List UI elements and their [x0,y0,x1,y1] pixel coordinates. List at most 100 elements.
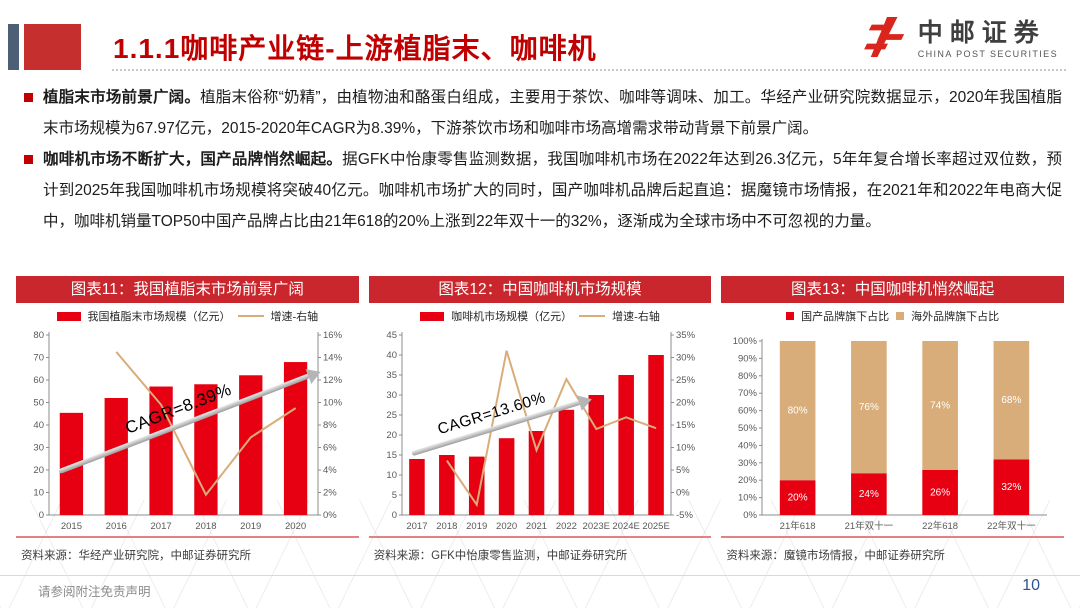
category-label: 2015 [61,521,82,532]
axis-tick-label: 0% [676,488,690,499]
axis-tick-label: 40 [386,350,397,361]
bullet-text: 据GFK中怡康零售监测数据，我国咖啡机市场在2022年达到26.3亿元，5年年复… [43,151,1062,230]
axis-tick-label: 90% [738,353,758,364]
axis-tick-label: 80% [738,371,758,382]
axis-tick-label: 0 [392,510,397,521]
axis-tick-label: 20% [676,398,696,409]
chart-13-legend: 国产品牌旗下占比 海外品牌旗下占比 [721,303,1064,329]
footer-divider [0,575,1080,576]
axis-tick-label: 0 [39,510,44,521]
category-label: 21年618 [779,520,815,532]
axis-tick-label: 10 [34,488,45,499]
category-label: 2020 [496,521,517,532]
category-label: 21年双十一 [844,520,893,532]
category-label: 2021 [526,521,547,532]
axis-tick-label: 10% [323,398,343,409]
bar [284,362,308,515]
category-label: 2017 [406,521,427,532]
axis-tick-label: 80 [34,330,45,341]
chart-11-legend: 我国植脂末市场规模（亿元） 增速-右轴 [16,303,359,329]
category-label: 2018 [436,521,457,532]
page-number: 10 [1022,577,1040,594]
bullet-lead: 咖啡机市场不断扩大，国产品牌悄然崛起。 [43,151,343,168]
axis-tick-label: -5% [676,510,693,521]
segment-label: 24% [859,489,879,500]
legend-label: 海外品牌旗下占比 [911,311,1000,323]
line-legend-swatch [579,315,606,317]
axis-tick-label: 100% [732,336,757,347]
coffee-machine-market-chart: 0 5 10 15 20 25 30 35 40 45 -5% 0% 5% 10% 15% 20% 25% 30%… [386,330,696,532]
logo-subtitle: CHINA POST SECURITIES [917,48,1058,59]
bar-legend-swatch [420,311,445,321]
overseas-segment [850,341,887,474]
axis-tick-label: 5% [676,465,690,476]
disclaimer-text: 请参阅附注免责声明 [38,585,151,599]
axis-tick-label: 45 [386,330,397,341]
bar [648,355,664,515]
axis-tick-label: 4% [323,465,337,476]
legend-label: 增速-右轴 [612,311,660,323]
bar [528,431,545,515]
axis-tick-label: 50% [738,423,758,434]
bar [618,375,634,515]
chart-12-title: 图表12：中国咖啡机市场规模 [368,276,712,303]
chart-13-title: 图表13：中国咖啡机悄然崛起 [721,276,1065,303]
axis-tick-label: 35% [676,330,696,341]
segment-label: 32% [1001,482,1021,493]
overseas-legend-swatch [896,312,905,320]
category-label: 2019 [466,521,487,532]
chart-panel-11: 图表11：我国植脂末市场前景广阔 我国植脂末市场规模（亿元） 增速-右轴 0 10… [16,276,359,563]
bar [409,459,425,515]
category-label: 2024E [612,521,639,532]
domestic-segment [921,469,958,515]
chart-12-source: 资料来源：GFK中怡康零售监测，中邮证券研究所 [373,550,628,562]
axis-tick-label: 30 [386,390,397,401]
category-label: 2017 [151,521,172,532]
legend-label: 增速-右轴 [270,311,319,323]
page-title: 1.1.1咖啡产业链-上游植脂末、咖啡机 [113,33,597,64]
segment-label: 20% [787,493,807,504]
axis-tick-label: 30 [34,443,45,454]
category-label: 22年双十一 [987,520,1036,532]
category-label: 2019 [241,521,262,532]
overseas-segment [921,341,958,470]
axis-tick-label: 20 [34,465,45,476]
axis-tick-label: 30% [676,353,696,364]
bar [239,375,263,515]
axis-tick-label: 15 [386,450,397,461]
bullet-item: 咖啡机市场不断扩大，国产品牌悄然崛起。据GFK中怡康零售监测数据，我国咖啡机市场… [24,144,1062,237]
panel-underline [16,536,359,538]
segment-label: 68% [1001,395,1021,406]
chart-13-source: 资料来源：魔镜市场情报，中邮证券研究所 [726,550,945,562]
china-post-emblem-icon [863,16,910,63]
bar [498,438,515,515]
axis-tick-label: 25 [386,410,397,421]
category-label: 2025E [642,521,669,532]
category-label: 2022 [556,521,577,532]
bullet-text: 植脂末俗称“奶精”，由植物油和酪蛋白组成，主要用于茶饮、咖啡等调味、加工。华经产… [43,89,1062,137]
bullet-item: 植脂末市场前景广阔。植脂末俗称“奶精”，由植物油和酪蛋白组成，主要用于茶饮、咖啡… [24,82,1062,144]
bar [588,395,605,515]
axis-tick-label: 60 [34,375,45,386]
domestic-segment [850,473,887,515]
growth-line [446,350,657,508]
segment-label: 76% [859,402,879,413]
axis-tick-label: 0% [743,510,757,521]
axis-tick-label: 10 [386,470,397,481]
legend-label: 国产品牌旗下占比 [801,311,890,323]
category-label: 2023E [583,521,610,532]
chart-11-title: 图表11：我国植脂末市场前景广阔 [16,276,359,303]
axis-tick-label: 14% [323,353,343,364]
segment-label: 80% [787,406,807,417]
panel-underline [368,536,712,538]
axis-tick-label: 16% [323,330,343,341]
axis-tick-label: 5 [392,490,397,501]
charts-row: 图表11：我国植脂末市场前景广阔 我国植脂末市场规模（亿元） 增速-右轴 0 10… [16,276,1065,563]
growth-line [115,351,297,497]
legend-label: 我国植脂末市场规模（亿元） [87,311,231,323]
axis-tick-label: 70% [738,388,758,399]
line-legend-swatch [237,315,264,317]
summary-bullets: 植脂末市场前景广阔。植脂末俗称“奶精”，由植物油和酪蛋白组成，主要用于茶饮、咖啡… [24,82,1062,237]
domestic-segment [779,480,816,515]
